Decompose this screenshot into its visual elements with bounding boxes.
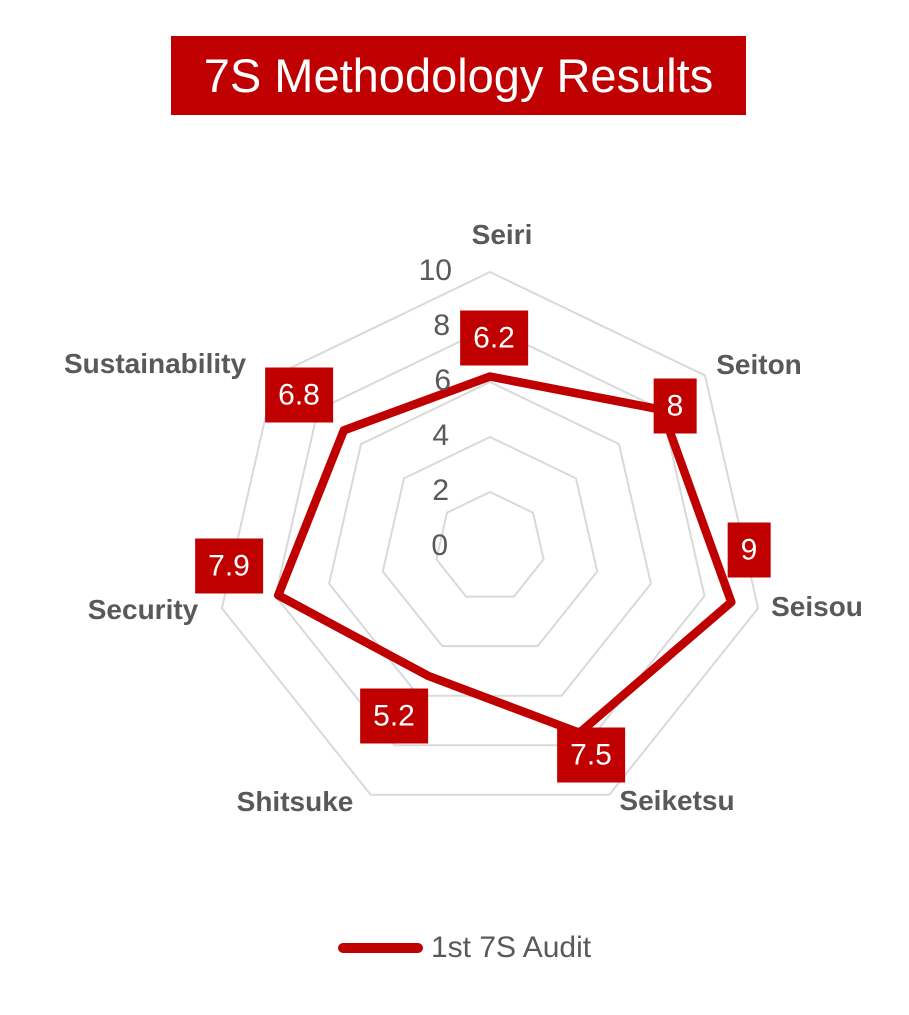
category-label-seiri: Seiri bbox=[471, 219, 533, 250]
legend-series-label: 1st 7S Audit bbox=[431, 931, 592, 964]
gridline-ring-4 bbox=[381, 435, 599, 648]
gridline-ring-2 bbox=[435, 490, 545, 598]
radial-axis-tick-4: 4 bbox=[432, 419, 449, 452]
category-label-shitsuke: Shitsuke bbox=[236, 786, 354, 817]
radial-axis-tick-10: 10 bbox=[418, 254, 452, 287]
category-label-seiton: Seiton bbox=[716, 349, 802, 380]
category-label-seiketsu: Seiketsu bbox=[619, 785, 735, 816]
radial-axis-tick-0: 0 bbox=[431, 529, 448, 562]
chart-title-banner: 7S Methodology Results bbox=[171, 36, 746, 115]
radial-axis-tick-6: 6 bbox=[434, 364, 451, 397]
radial-axis-tick-8: 8 bbox=[433, 309, 450, 342]
data-label-seisou: 9 bbox=[727, 522, 771, 578]
data-label-seiri: 6.2 bbox=[460, 310, 528, 366]
category-label-seisou: Seisou bbox=[771, 591, 863, 622]
radial-axis-tick-2: 2 bbox=[432, 474, 449, 507]
data-label-seiketsu: 7.5 bbox=[557, 727, 625, 783]
data-label-shitsuke: 5.2 bbox=[360, 688, 428, 744]
data-label-security: 7.9 bbox=[195, 538, 263, 594]
legend-line-swatch bbox=[338, 943, 423, 953]
category-label-sustainability: Sustainability bbox=[63, 348, 247, 379]
chart-title: 7S Methodology Results bbox=[203, 49, 714, 102]
data-label-sustainability: 6.8 bbox=[265, 367, 333, 423]
category-label-security: Security bbox=[87, 594, 199, 625]
data-label-seiton: 8 bbox=[653, 378, 697, 434]
series-polygon bbox=[273, 372, 736, 738]
